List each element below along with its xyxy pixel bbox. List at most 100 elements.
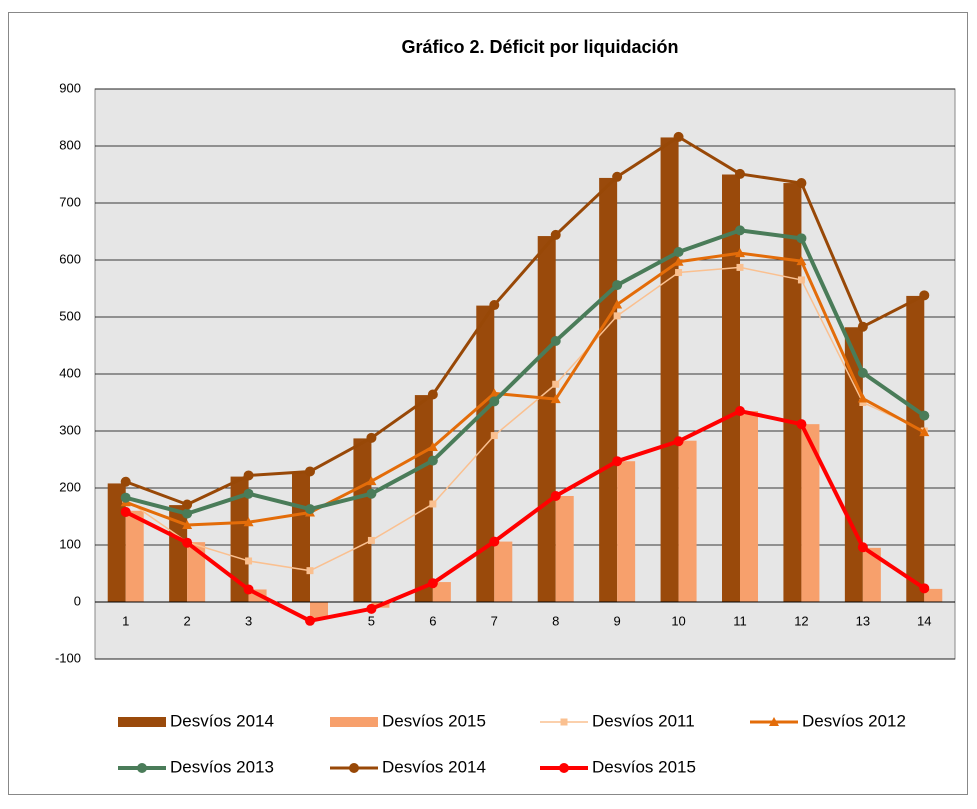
y-tick-label: 400 <box>59 365 81 380</box>
line-marker <box>427 389 438 400</box>
line-marker <box>552 380 560 388</box>
line-marker <box>857 367 868 378</box>
line-marker <box>427 578 438 589</box>
line-marker <box>857 542 868 553</box>
line-marker <box>675 269 683 277</box>
x-tick-label: 5 <box>368 613 375 628</box>
line-marker <box>612 299 623 309</box>
bar <box>310 602 328 620</box>
legend-label: Desvíos 2012 <box>802 711 906 730</box>
line-marker <box>427 441 438 451</box>
x-tick-label: 1 <box>122 613 129 628</box>
line-marker <box>182 537 193 548</box>
bar <box>230 476 249 602</box>
bar <box>678 440 697 602</box>
bar <box>494 541 513 602</box>
line-marker <box>305 615 315 626</box>
bar <box>414 395 433 602</box>
y-tick-label: 600 <box>59 251 81 266</box>
line-marker <box>366 603 377 614</box>
line-marker <box>429 500 437 508</box>
line-marker <box>489 396 500 407</box>
line <box>125 266 925 572</box>
x-tick-label: 2 <box>184 613 191 628</box>
line-marker <box>550 394 561 404</box>
line-marker <box>673 436 684 447</box>
bar <box>740 411 758 602</box>
line-marker <box>182 508 193 519</box>
line <box>125 228 926 516</box>
line <box>125 251 926 527</box>
bar <box>537 236 556 602</box>
y-tick-label: 500 <box>59 308 81 323</box>
line-marker <box>673 131 684 142</box>
x-tick-label: 6 <box>429 613 436 628</box>
x-tick-label: 12 <box>794 613 808 628</box>
bar <box>555 495 574 602</box>
line-marker <box>367 536 375 544</box>
y-tick-label: 300 <box>59 422 81 437</box>
line-marker <box>243 517 254 527</box>
bar <box>617 461 636 602</box>
legend-label: Desvíos 2011 <box>592 711 695 730</box>
x-tick-label: 11 <box>733 613 747 628</box>
bar <box>906 295 925 602</box>
legend-marker <box>559 763 569 773</box>
line-marker <box>736 263 744 271</box>
line <box>124 409 926 623</box>
line-marker <box>857 321 868 332</box>
line-marker <box>919 583 930 594</box>
x-tick-label: 10 <box>671 613 685 628</box>
x-tick-label: 13 <box>856 613 870 628</box>
line-marker <box>489 388 500 398</box>
line-marker <box>489 536 500 547</box>
line-marker <box>243 470 254 481</box>
line-marker <box>612 280 623 291</box>
line <box>125 135 925 507</box>
bar <box>924 588 943 602</box>
x-tick-label: 8 <box>552 613 559 628</box>
line-marker <box>305 504 315 515</box>
legend-swatch <box>118 717 166 727</box>
legend-label: Desvíos 2015 <box>592 757 696 776</box>
line-marker <box>366 432 377 443</box>
line-marker <box>366 476 377 486</box>
line-marker <box>245 557 253 565</box>
legend-label: Desvíos 2014 <box>382 757 486 776</box>
legend-marker <box>560 718 568 726</box>
y-tick-label: -100 <box>55 650 81 665</box>
y-tick-label: 900 <box>59 80 81 95</box>
line-marker <box>550 335 561 346</box>
line-marker <box>182 520 193 530</box>
bar <box>783 183 802 603</box>
line-marker <box>612 171 623 182</box>
line-marker <box>427 455 438 466</box>
line-marker <box>613 312 621 320</box>
bar <box>353 438 372 602</box>
legend-marker <box>349 763 359 773</box>
line-marker <box>243 488 254 499</box>
legend-label: Desvíos 2013 <box>170 757 274 776</box>
line-marker <box>857 393 868 403</box>
line-marker <box>366 488 377 499</box>
line-marker <box>796 178 807 189</box>
line-marker <box>550 229 561 240</box>
line-marker <box>306 567 314 575</box>
line-marker <box>919 427 930 437</box>
line-marker <box>797 276 805 284</box>
line-marker <box>120 506 131 517</box>
x-tick-label: 7 <box>491 613 498 628</box>
line-marker <box>120 476 131 487</box>
bar <box>125 510 144 602</box>
y-tick-label: 0 <box>74 593 81 608</box>
y-tick-label: 700 <box>59 194 81 209</box>
y-tick-label: 100 <box>59 536 81 551</box>
line-marker <box>735 406 745 417</box>
bar <box>844 327 863 602</box>
x-tick-label: 3 <box>245 613 252 628</box>
bar <box>187 542 206 602</box>
bar <box>722 174 740 602</box>
line-marker <box>612 456 623 467</box>
line-marker <box>735 248 745 258</box>
